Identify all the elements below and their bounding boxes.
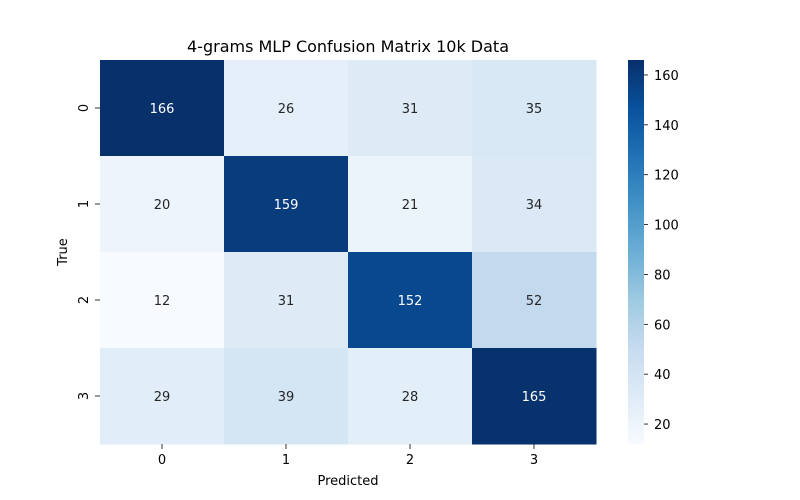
cell-value-label: 35 (526, 102, 543, 117)
colorbar-tick-label: 80 (654, 268, 671, 283)
x-axis-label: Predicted (317, 474, 378, 489)
chart-title: 4-grams MLP Confusion Matrix 10k Data (187, 37, 509, 56)
colorbar-tick-label: 100 (654, 219, 679, 234)
colorbar-tick-label: 20 (654, 418, 671, 433)
cell-value-label: 39 (278, 390, 295, 405)
cell-value-label: 21 (402, 198, 419, 213)
cell-value-label: 12 (154, 294, 171, 309)
y-tick-label: 2 (77, 296, 92, 304)
cell-value-label: 166 (150, 102, 175, 117)
cell-value-label: 31 (278, 294, 295, 309)
y-axis-label: True (56, 238, 71, 267)
cell-value-label: 20 (154, 198, 171, 213)
x-tick-label: 0 (158, 453, 166, 468)
cell-value-label: 29 (154, 390, 171, 405)
x-axis-ticks: 0 1 2 3 (158, 444, 538, 468)
cell-value-label: 26 (278, 102, 295, 117)
cell-value-label: 31 (402, 102, 419, 117)
colorbar-tick-label: 40 (654, 368, 671, 383)
colorbar-tick-label: 120 (654, 169, 679, 184)
y-tick-label: 3 (77, 392, 92, 400)
y-tick-label: 1 (77, 200, 92, 208)
cell-value-label: 152 (398, 294, 423, 309)
colorbar-tick-label: 140 (654, 119, 679, 134)
cell-value-label: 165 (522, 390, 547, 405)
cell-value-label: 34 (526, 198, 543, 213)
colorbar-tick-label: 160 (654, 69, 679, 84)
x-tick-label: 2 (406, 453, 414, 468)
heatmap-cells: 166 26 31 35 20 159 21 34 12 31 152 52 29 39 28 165 (100, 60, 597, 445)
colorbar-ticks: 20 40 60 80 100 120 140 160 (644, 69, 679, 433)
cell-value-label: 52 (526, 294, 543, 309)
y-tick-label: 0 (77, 104, 92, 112)
x-tick-label: 1 (282, 453, 290, 468)
x-tick-label: 3 (530, 453, 538, 468)
colorbar-tick-label: 60 (654, 318, 671, 333)
colorbar (628, 60, 644, 444)
cell-value-label: 28 (402, 390, 419, 405)
cell-value-label: 159 (274, 198, 299, 213)
y-axis-ticks: 0 1 2 3 (77, 104, 100, 400)
